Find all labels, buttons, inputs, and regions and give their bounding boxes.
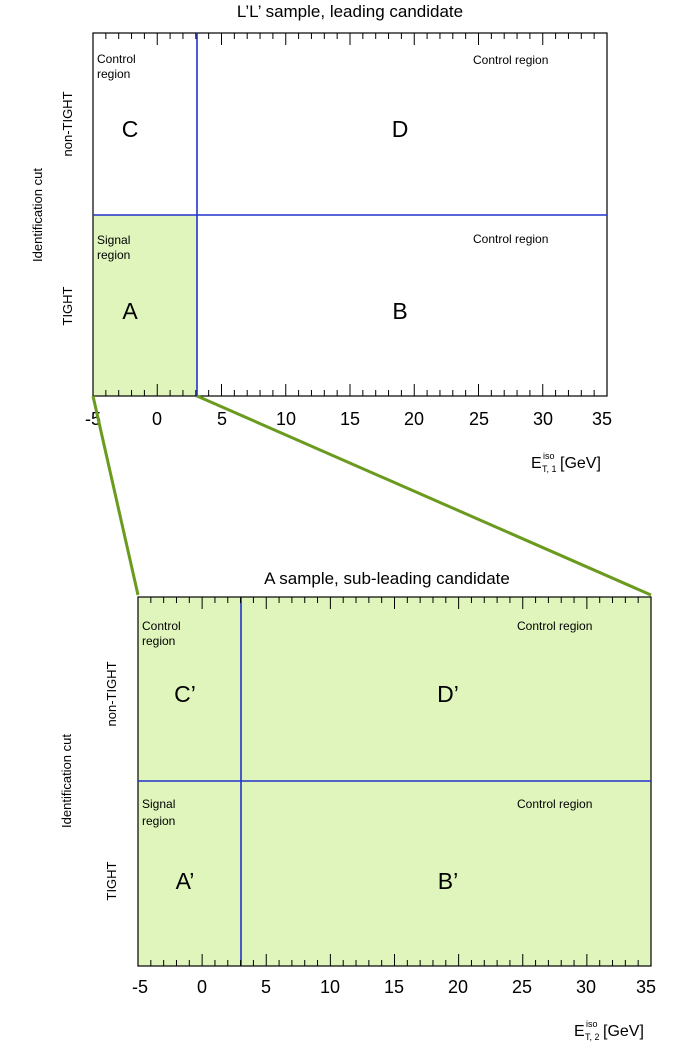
- x-tick-label: 30: [576, 977, 596, 997]
- x-tick-label: 15: [384, 977, 404, 997]
- x-tick-label: 10: [320, 977, 340, 997]
- region-letter-b-prime: B’: [438, 868, 458, 894]
- region-note-a: Signal: [97, 233, 130, 247]
- svg-text:iso: iso: [586, 1019, 598, 1029]
- region-letter-c-prime: C’: [174, 681, 196, 707]
- x-tick-label: 25: [512, 977, 532, 997]
- zoom-line-left: [91, 395, 140, 596]
- panel-sub-leading: A sample, sub-leading candidate -5 0 5 1…: [59, 569, 656, 1042]
- x-tick-label: 10: [276, 409, 296, 429]
- svg-text:[GeV]: [GeV]: [603, 1023, 644, 1040]
- x-axis-label: E iso T, 1 [GeV]: [531, 451, 601, 474]
- x-tick-label: 25: [469, 409, 489, 429]
- x-tick-labels: -5 0 5 10 15 20 25 30 35: [132, 977, 656, 997]
- x-tick-label: 0: [152, 409, 162, 429]
- region-letter-b: B: [392, 298, 407, 324]
- region-note-c: Control: [142, 619, 181, 633]
- x-tick-labels: -5 0 5 10 15 20 25 30 35: [85, 409, 612, 429]
- x-axis-ticks: [92, 33, 608, 396]
- svg-text:T, 1: T, 1: [542, 464, 557, 474]
- svg-text:iso: iso: [543, 451, 555, 461]
- x-tick-label: 0: [197, 977, 207, 997]
- row-label-tight: TIGHT: [60, 286, 75, 325]
- region-note-d: Control region: [517, 619, 592, 633]
- region-note-a: region: [97, 248, 130, 262]
- zoom-line-right: [196, 394, 652, 597]
- y-axis-label: Identification cut: [59, 734, 74, 828]
- y-axis-label: Identification cut: [30, 168, 45, 262]
- signal-region-shading: [93, 215, 197, 396]
- svg-text:[GeV]: [GeV]: [560, 455, 601, 472]
- region-note-a: Signal: [142, 797, 175, 811]
- region-note-b: Control region: [473, 232, 548, 246]
- x-tick-label: 35: [592, 409, 612, 429]
- region-note-c: region: [97, 67, 130, 81]
- x-tick-label: 5: [261, 977, 271, 997]
- x-tick-label: 20: [404, 409, 424, 429]
- x-tick-label: -5: [132, 977, 148, 997]
- x-tick-label: 15: [340, 409, 360, 429]
- x-tick-label: 35: [636, 977, 656, 997]
- svg-text:E: E: [531, 455, 542, 472]
- region-note-c: Control: [97, 52, 136, 66]
- panel-leading: L’L’ sample, leading candidate -5 0 5 10…: [30, 2, 612, 474]
- region-note-b: Control region: [517, 797, 592, 811]
- row-label-tight: TIGHT: [104, 861, 119, 900]
- x-axis-ticks: [137, 597, 652, 966]
- panel-title: L’L’ sample, leading candidate: [237, 2, 463, 21]
- region-letter-d-prime: D’: [437, 681, 459, 707]
- x-axis-label: E iso T, 2 [GeV]: [574, 1019, 644, 1042]
- region-note-d: Control region: [473, 53, 548, 67]
- region-letter-a: A: [122, 298, 138, 324]
- x-tick-label: 30: [533, 409, 553, 429]
- x-tick-label: 5: [217, 409, 227, 429]
- region-note-c: region: [142, 634, 175, 648]
- region-letter-c: C: [122, 116, 139, 142]
- region-letter-a-prime: A’: [176, 868, 195, 894]
- region-letter-d: D: [392, 116, 409, 142]
- x-tick-label: 20: [448, 977, 468, 997]
- svg-text:T, 2: T, 2: [585, 1032, 600, 1042]
- row-label-non-tight: non-TIGHT: [104, 661, 119, 726]
- region-note-a: region: [142, 814, 175, 828]
- row-label-non-tight: non-TIGHT: [60, 91, 75, 156]
- panel-title: A sample, sub-leading candidate: [264, 569, 510, 588]
- zoom-connector-lines: [91, 394, 652, 597]
- svg-text:E: E: [574, 1023, 585, 1040]
